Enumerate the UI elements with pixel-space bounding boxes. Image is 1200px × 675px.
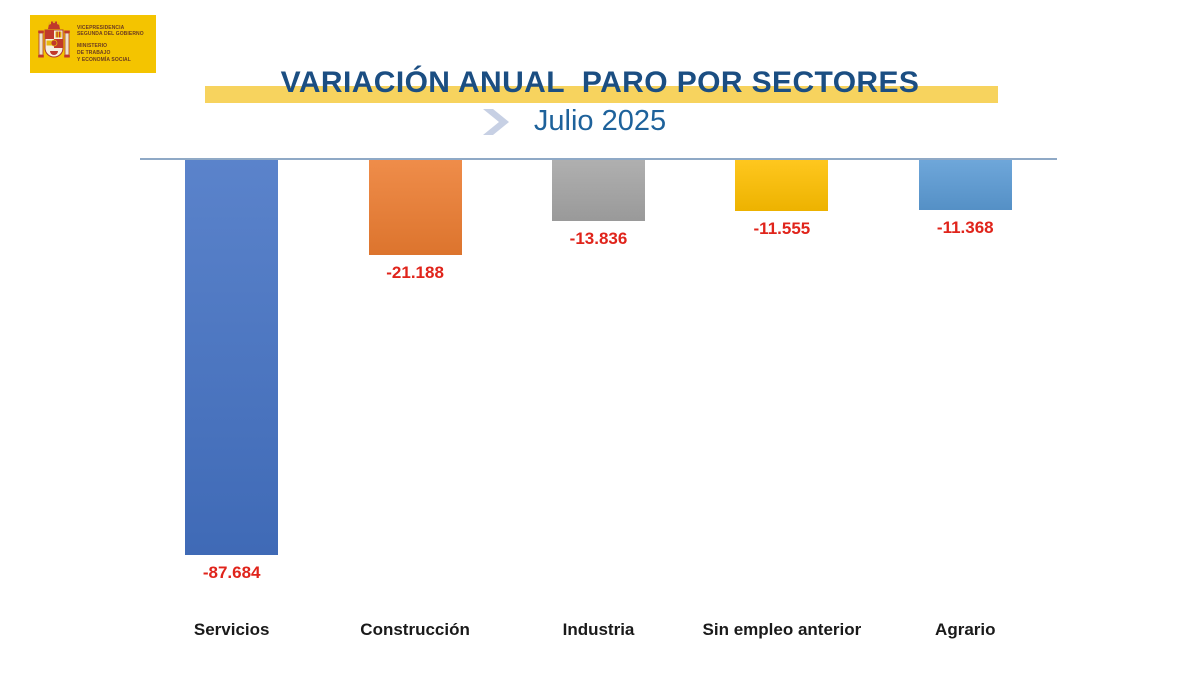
bar-group: -87.684 Servicios [140,158,323,658]
bar-group: -21.188 Construcción [323,158,506,658]
category-label: Construcción [360,620,470,639]
logo-dept-line: SEGUNDA DEL GOBIERNO [77,31,144,38]
bar-group: -11.368 Agrario [874,158,1057,658]
chevron-right-icon [481,108,513,141]
zero-axis-line [140,158,1057,160]
bar [185,159,279,555]
logo-dept-line: VICEPRESIDENCIA [77,24,125,31]
bar-value-label: -87.684 [202,563,261,582]
logo-ministry-line: Y ECONOMÍA SOCIAL [77,56,131,63]
logo-ministry-line: MINISTERIO [77,43,108,50]
bar-group: -13.836 Industria [507,158,690,658]
logo-text: VICEPRESIDENCIA SEGUNDA DEL GOBIERNO MIN… [77,25,144,64]
title-highlight-bar [205,86,998,103]
bar [551,159,645,221]
ministry-logo: VICEPRESIDENCIA SEGUNDA DEL GOBIERNO MIN… [30,15,156,73]
bar [368,159,462,255]
bar-group: -11.555 Sin empleo anterior [690,158,873,658]
spain-coat-of-arms-icon [38,20,70,69]
logo-ministry-line: DE TRABAJO [77,49,111,56]
bar-value-label: -21.188 [386,263,444,282]
plot-area: -87.684 Servicios -21.188 Construcción -13.8… [140,158,1057,658]
bar [735,159,829,211]
category-label: Sin empleo anterior [702,620,862,639]
bar [918,159,1012,210]
page-title: VARIACIÓN ANUAL PARO POR SECTORES [280,66,920,99]
bar-value-label: -13.836 [569,229,628,248]
bar-value-label: -11.555 [753,219,811,238]
category-label: Servicios [193,620,270,639]
category-label: Agrario [935,620,996,639]
category-label: Industria [562,620,635,639]
chart-subtitle: Julio 2025 [533,105,667,137]
bar-value-label: -11.368 [936,218,994,237]
subtitle-row: Julio 2025 [0,103,1200,139]
